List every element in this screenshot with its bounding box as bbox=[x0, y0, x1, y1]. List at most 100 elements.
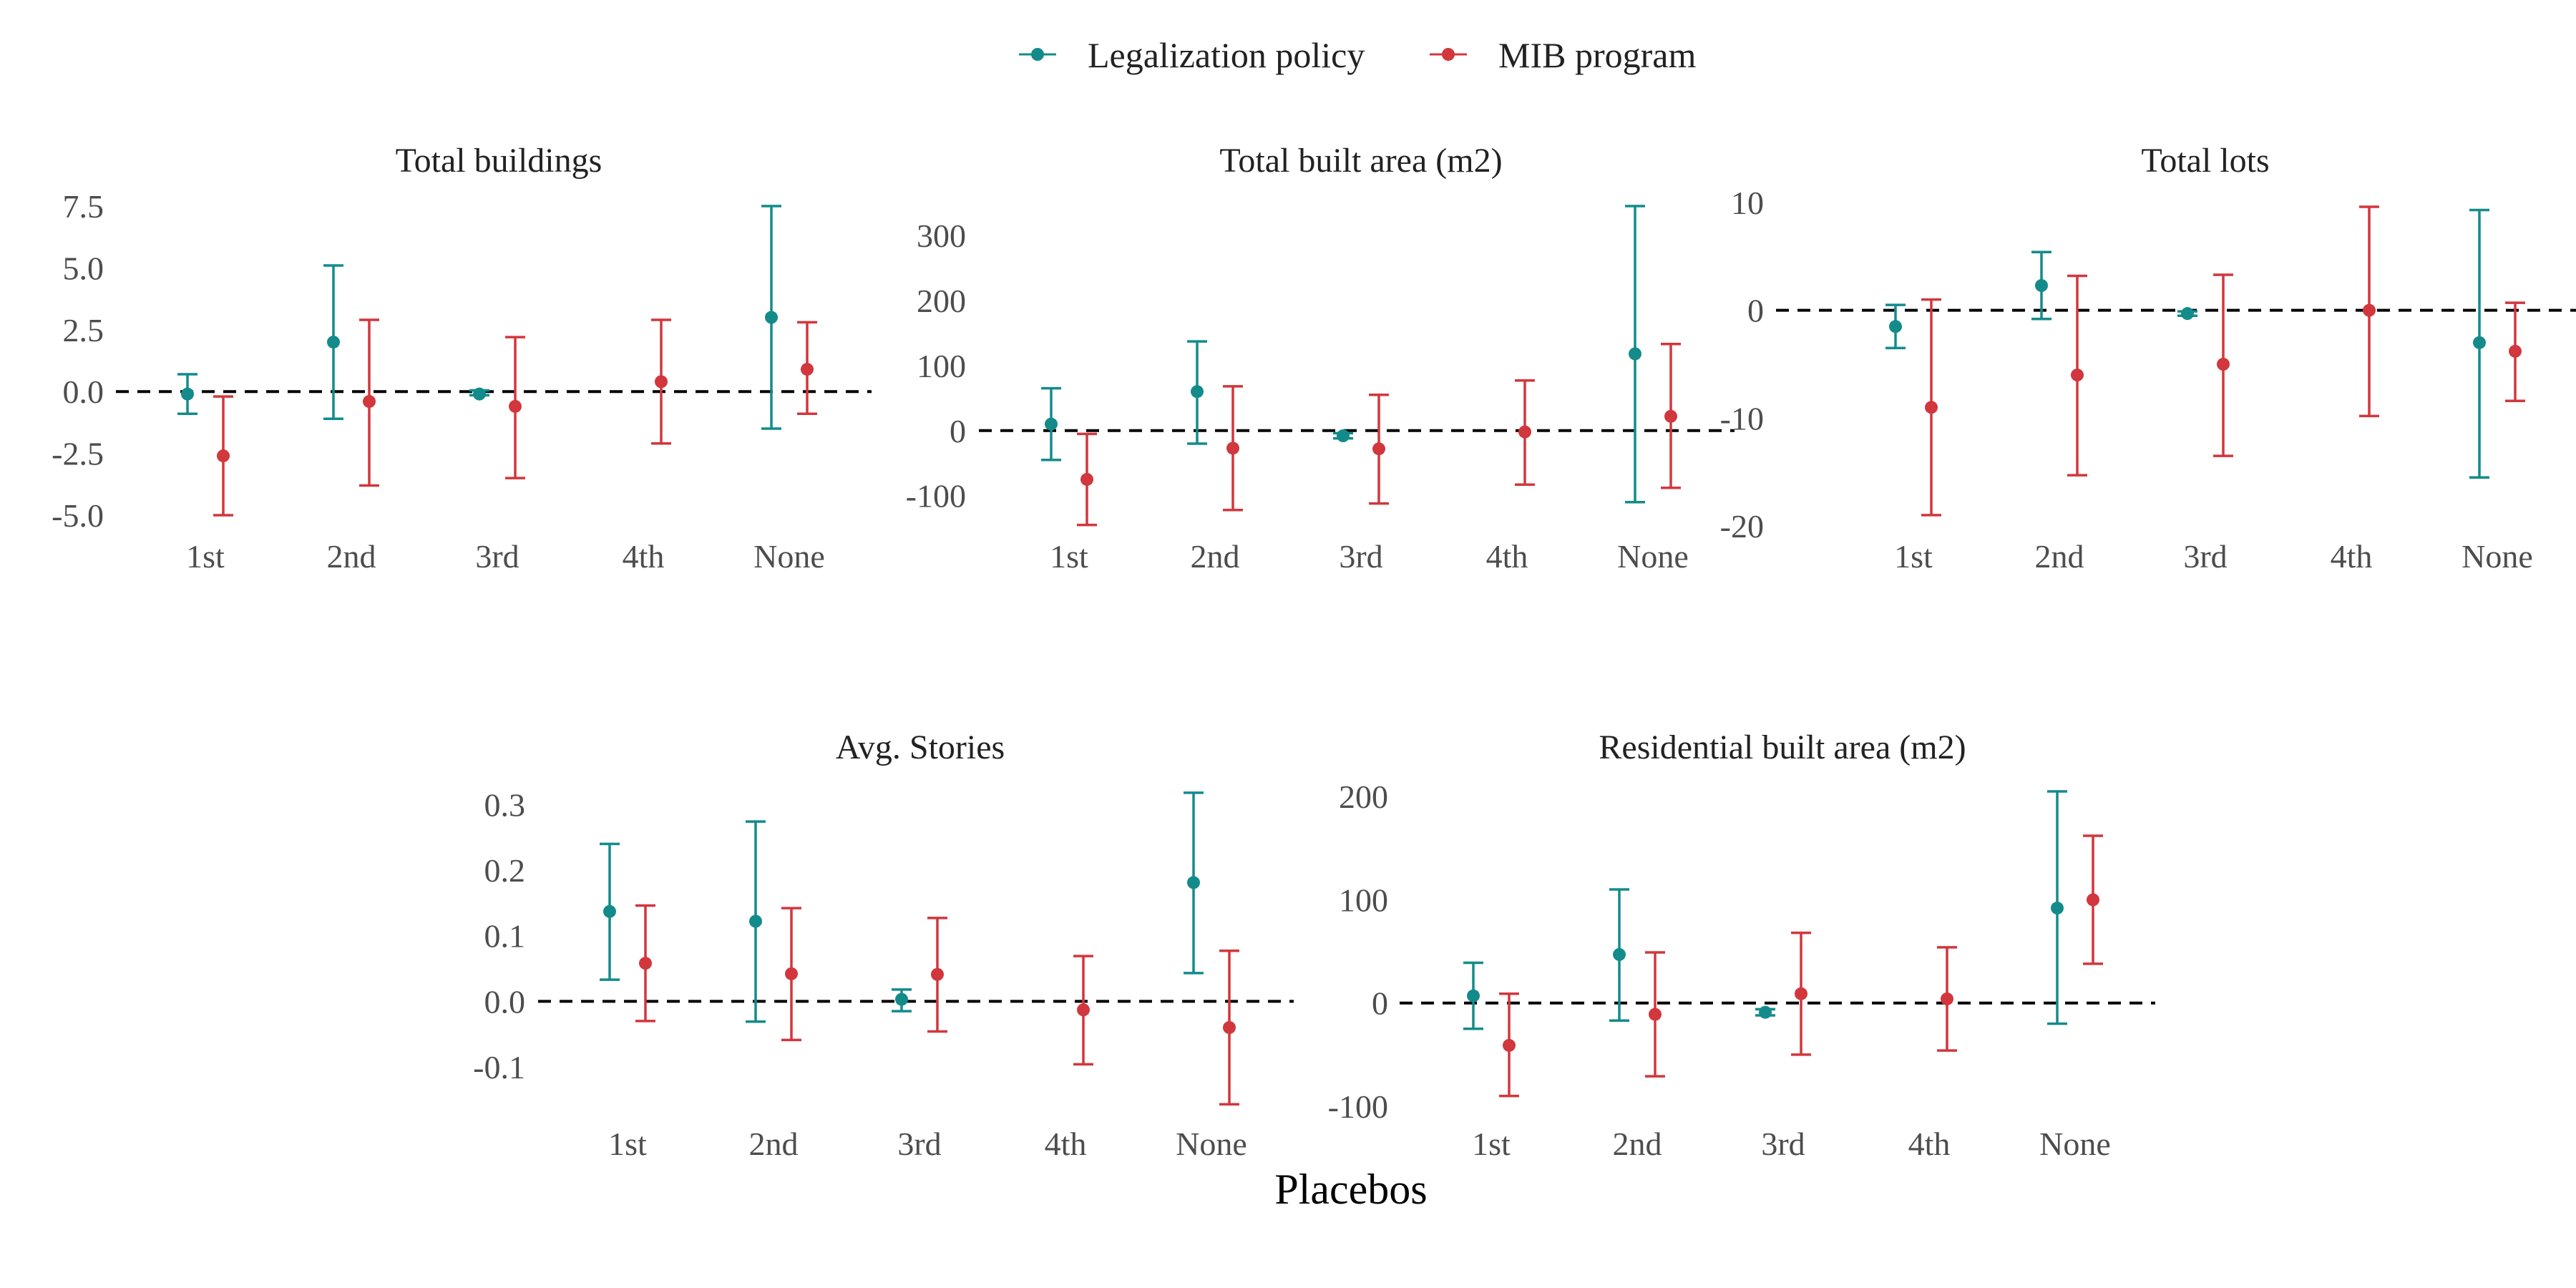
x-tick-label: None bbox=[1617, 538, 1689, 575]
point-estimate bbox=[895, 992, 908, 1006]
y-tick-label: -0.1 bbox=[473, 1049, 525, 1085]
point-estimate bbox=[1191, 385, 1204, 399]
point-estimate bbox=[1925, 401, 1938, 414]
errorbar-mib-4th bbox=[1073, 955, 1093, 1066]
errorbar-mib-none bbox=[1219, 950, 1239, 1106]
x-tick-label: 3rd bbox=[1761, 1126, 1805, 1162]
y-tick-label: -2.5 bbox=[52, 436, 104, 472]
x-tick-label: 1st bbox=[608, 1126, 647, 1162]
x-tick-label: 3rd bbox=[475, 538, 519, 575]
point-estimate bbox=[1187, 876, 1200, 889]
panel-5: Residential built area (m2) 200 100 0 -100 1s… bbox=[1328, 728, 2155, 1162]
x-tick-label: 2nd bbox=[1613, 1126, 1662, 1162]
panel-2: Total built area (m2) 300 200 100 0 -100 1st 2n… bbox=[906, 142, 1735, 575]
errorbar-mib-1st bbox=[1077, 432, 1097, 527]
errorbar-mib-none bbox=[2505, 301, 2525, 402]
x-tick-label: 2nd bbox=[2035, 538, 2084, 575]
point-estimate bbox=[473, 387, 486, 401]
x-tick-label: 2nd bbox=[327, 538, 376, 575]
errorbar-mib-4th bbox=[1937, 946, 1957, 1052]
point-estimate bbox=[181, 387, 194, 401]
point-estimate bbox=[2051, 902, 2064, 915]
y-tick-label: -100 bbox=[906, 478, 966, 514]
panel-1: Total buildings 7.5 5.0 2.5 0.0 -2.5 -5.0 1st 2n… bbox=[52, 142, 872, 575]
x-tick-label: 4th bbox=[1045, 1126, 1087, 1162]
errorbar-legalization-none bbox=[1625, 205, 1645, 504]
x-tick-label: 4th bbox=[1486, 538, 1528, 575]
errorbar-legalization-3rd bbox=[1333, 429, 1353, 443]
point-estimate bbox=[1941, 992, 1953, 1005]
errorbar-mib-4th bbox=[2359, 205, 2379, 418]
point-estimate bbox=[1518, 425, 1531, 439]
errorbar-legalization-1st bbox=[600, 842, 620, 981]
panels: Total buildings 7.5 5.0 2.5 0.0 -2.5 -5.0 1st 2n… bbox=[52, 142, 2576, 1162]
point-estimate bbox=[931, 967, 944, 981]
point-estimate bbox=[2181, 307, 2194, 321]
y-tick-label: -5.0 bbox=[52, 497, 104, 534]
y-tick-label: 0.1 bbox=[484, 918, 526, 955]
point-estimate bbox=[1226, 441, 1239, 455]
panel-title: Total lots bbox=[2141, 142, 2269, 180]
panel-4: Avg. Stories 0.3 0.2 0.1 0.0 -0.1 1st 2nd 3rd 4th… bbox=[473, 728, 1294, 1162]
point-estimate bbox=[1080, 472, 1093, 486]
errorbar-mib-none bbox=[1661, 343, 1681, 489]
point-estimate bbox=[655, 375, 668, 389]
point-estimate bbox=[509, 399, 522, 413]
legend: Legalization policy MIB program bbox=[1019, 35, 1696, 75]
errorbar-mib-2nd bbox=[2067, 274, 2087, 477]
y-tick-label: 2.5 bbox=[63, 312, 104, 348]
x-tick-label: 3rd bbox=[2183, 538, 2227, 575]
point-estimate bbox=[1795, 987, 1807, 1000]
legend-item-legalization: Legalization policy bbox=[1019, 35, 1365, 75]
point-estimate bbox=[603, 904, 616, 918]
errorbar-legalization-1st bbox=[1041, 386, 1061, 462]
point-estimate bbox=[1503, 1038, 1516, 1052]
x-tick-label: 4th bbox=[1908, 1126, 1951, 1162]
point-estimate bbox=[2087, 893, 2099, 907]
x-tick-label: 2nd bbox=[749, 1126, 799, 1162]
panel-title: Residential built area (m2) bbox=[1599, 728, 1966, 766]
errorbar-legalization-3rd bbox=[469, 387, 489, 401]
x-tick-label: 3rd bbox=[897, 1126, 941, 1162]
errorbar-legalization-none bbox=[1184, 791, 1204, 975]
x-tick-label: 1st bbox=[186, 538, 225, 575]
errorbar-mib-1st bbox=[1921, 298, 1941, 517]
x-tick-label: 4th bbox=[623, 538, 665, 575]
errorbar-mib-3rd bbox=[1369, 393, 1389, 505]
errorbar-legalization-none bbox=[2047, 790, 2067, 1025]
y-tick-label: -100 bbox=[1328, 1088, 1388, 1125]
legend-item-mib: MIB program bbox=[1430, 35, 1696, 75]
errorbar-mib-2nd bbox=[1223, 385, 1243, 512]
errorbar-legalization-3rd bbox=[1755, 1005, 1775, 1019]
point-estimate bbox=[2035, 279, 2048, 293]
x-tick-label: 3rd bbox=[1339, 538, 1382, 575]
errorbar-legalization-2nd bbox=[1609, 888, 1629, 1023]
point-estimate bbox=[1759, 1005, 1772, 1019]
point-estimate bbox=[327, 336, 340, 349]
y-tick-label: 300 bbox=[917, 218, 966, 254]
point-estimate bbox=[1223, 1021, 1236, 1034]
x-tick-label: 2nd bbox=[1191, 538, 1240, 575]
y-tick-label: 200 bbox=[917, 283, 966, 319]
y-tick-label: 200 bbox=[1339, 779, 1388, 815]
x-tick-label: 1st bbox=[1050, 538, 1088, 575]
x-tick-label: None bbox=[1176, 1126, 1247, 1162]
errorbar-mib-3rd bbox=[1791, 931, 1811, 1056]
errorbar-legalization-none bbox=[2469, 208, 2489, 479]
panel-title: Total buildings bbox=[396, 142, 602, 180]
panel-3: Total lots 10 0 -10 -20 1st 2nd 3rd 4th None bbox=[1720, 142, 2576, 575]
y-tick-label: 0.0 bbox=[63, 374, 104, 410]
legend-label-mib: MIB program bbox=[1498, 35, 1696, 75]
errorbar-mib-none bbox=[797, 321, 817, 416]
errorbar-legalization-none bbox=[761, 205, 781, 430]
y-tick-label: 0.3 bbox=[484, 786, 526, 823]
errorbar-legalization-1st bbox=[1885, 303, 1906, 350]
point-estimate bbox=[1629, 347, 1641, 361]
y-tick-label: 0.2 bbox=[484, 852, 526, 889]
point-estimate bbox=[363, 395, 376, 409]
errorbar-mib-1st bbox=[213, 395, 233, 517]
point-estimate bbox=[1649, 1008, 1662, 1021]
errorbar-legalization-2nd bbox=[1187, 340, 1207, 445]
panel-title: Avg. Stories bbox=[836, 728, 1005, 766]
